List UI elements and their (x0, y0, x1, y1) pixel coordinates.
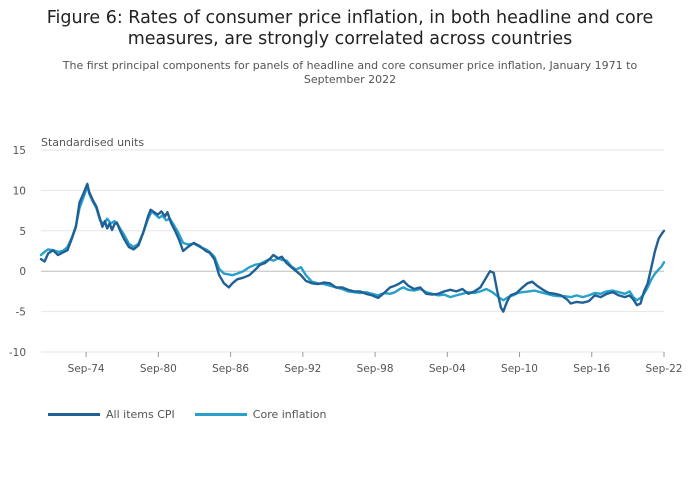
y-tick-label: -5 (16, 307, 26, 319)
x-tick-label: Sep-10 (501, 363, 538, 375)
series-line-core-inflation[interactable] (39, 185, 666, 302)
legend-item-core-inflation[interactable]: Core inflation (194, 408, 327, 421)
series-lines (39, 182, 666, 313)
legend-label-core-inflation: Core inflation (252, 408, 327, 421)
legend: All items CPI Core inflation (48, 408, 347, 421)
x-tick-label: Sep-16 (573, 363, 610, 375)
x-tick-label: Sep-04 (429, 363, 466, 375)
legend-label-all-items-cpi: All items CPI (106, 408, 175, 421)
y-tick-label: -10 (9, 347, 26, 359)
chart-title: Figure 6: Rates of consumer price inflat… (46, 8, 654, 49)
x-tick-label: Sep-86 (212, 363, 249, 375)
x-tick-label: Sep-74 (68, 363, 105, 375)
y-axis-label: Standardised units (41, 136, 144, 149)
chart-subtitle: The first principal components for panel… (62, 59, 638, 86)
y-axis-ticks: 15 10 5 0 -5 -10 (9, 145, 26, 359)
series-line-all-items-cpi[interactable] (39, 182, 666, 313)
legend-swatch-all-items-cpi (48, 413, 100, 416)
x-tick-label: Sep-22 (646, 363, 683, 375)
legend-swatch-core-inflation (194, 413, 247, 416)
y-tick-label: 0 (19, 266, 26, 278)
x-axis-ticks: Sep-74 Sep-80 Sep-86 Sep-92 Sep-98 Sep-04 Sep-… (68, 352, 683, 375)
y-tick-label: 15 (13, 145, 26, 157)
x-tick-label: Sep-92 (284, 363, 321, 375)
y-tick-label: 5 (19, 226, 26, 238)
x-tick-label: Sep-98 (357, 363, 394, 375)
x-tick-label: Sep-80 (140, 363, 177, 375)
legend-item-all-items-cpi[interactable]: All items CPI (48, 408, 175, 421)
y-tick-label: 10 (13, 185, 26, 197)
gridlines (41, 149, 664, 353)
